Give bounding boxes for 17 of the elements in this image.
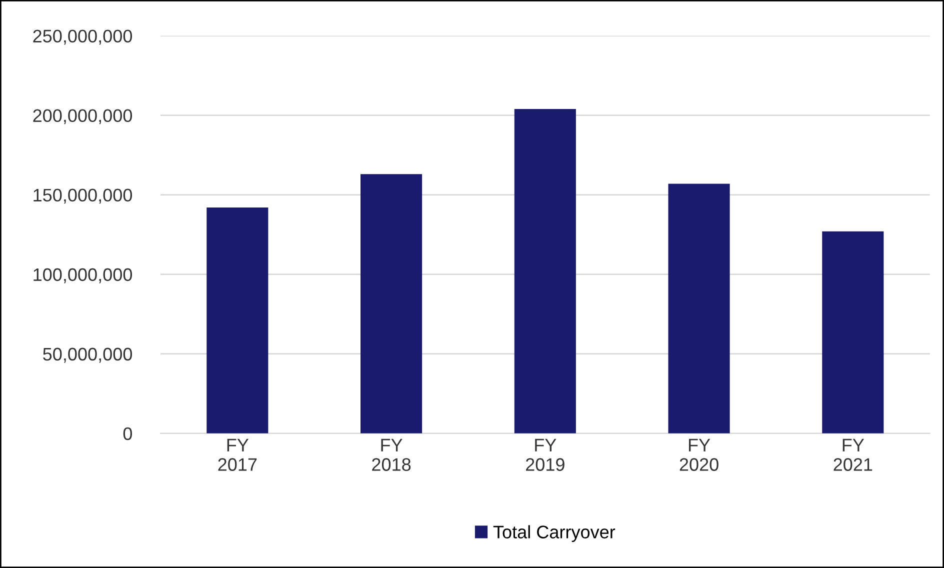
bar bbox=[514, 108, 576, 434]
bar bbox=[822, 231, 884, 434]
y-tick-label: 200,000,000 bbox=[33, 109, 132, 124]
bar bbox=[668, 184, 730, 434]
y-tick-label: 0 bbox=[123, 427, 132, 440]
y-tick-label: 50,000,000 bbox=[43, 348, 132, 363]
x-tick-label: FY 2021 bbox=[834, 438, 872, 471]
x-tick-label: FY 2020 bbox=[680, 438, 718, 471]
legend-label: Total Carryover bbox=[493, 525, 616, 542]
y-tick-label: 150,000,000 bbox=[34, 188, 132, 204]
bar bbox=[360, 174, 422, 434]
y-tick-label: 250,000,000 bbox=[33, 30, 132, 45]
x-tick-label: FY 2017 bbox=[218, 438, 257, 471]
bar bbox=[206, 208, 268, 434]
x-tick-label: FY 2019 bbox=[526, 438, 564, 471]
x-tick-label: FY 2018 bbox=[372, 438, 411, 471]
y-tick-label: 100,000,000 bbox=[34, 268, 132, 284]
